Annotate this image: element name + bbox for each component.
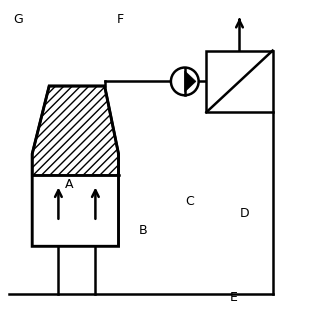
Text: C: C [185,195,194,208]
Bar [207,51,273,112]
Polygon shape [32,86,118,175]
Text: E: E [230,291,238,304]
Polygon shape [185,71,196,92]
Text: B: B [139,224,147,237]
Text: F: F [117,13,123,26]
Text: D: D [240,207,250,220]
Text: A: A [65,178,73,191]
Text: G: G [13,13,23,26]
Circle shape [171,68,199,95]
